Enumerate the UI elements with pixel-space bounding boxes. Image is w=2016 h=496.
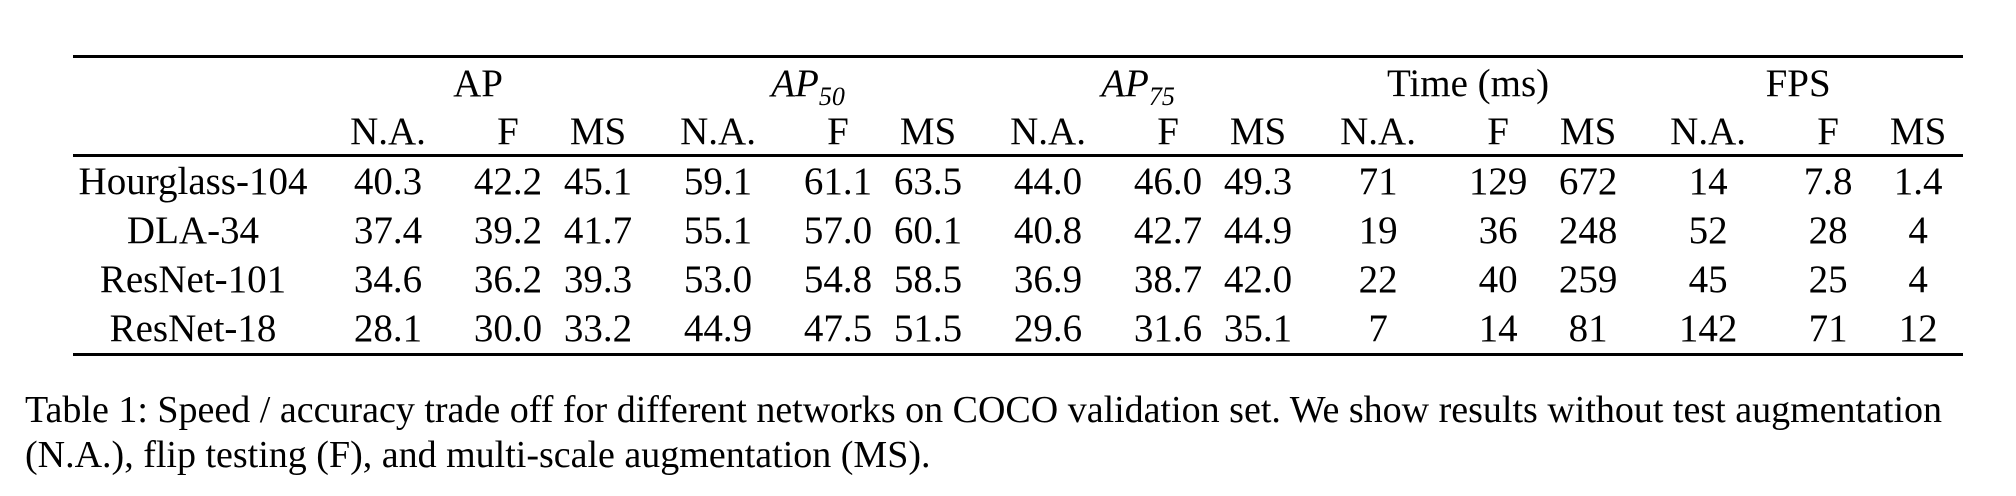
subheader-f: F	[793, 108, 884, 157]
column-group-header-row: AP AP50 AP75 Time (ms) FPS	[73, 57, 1963, 111]
col-group-time: Time (ms)	[1386, 61, 1550, 105]
row-label: DLA-34	[126, 209, 260, 252]
caption-line: (N.A.), flip testing (F), and multi-scal…	[25, 434, 931, 476]
value-cell: 248	[1558, 209, 1618, 252]
table-row-hourglass-104: Hourglass-104 40.3 42.2 45.1 59.1 61.1 6…	[73, 156, 1963, 207]
value-cell: 7.8	[1803, 160, 1853, 203]
subheader-f: F	[1453, 108, 1544, 157]
value-cell: 14	[1688, 160, 1728, 203]
value-cell: 44.9	[683, 307, 753, 350]
value-cell: 1.4	[1893, 160, 1943, 203]
value-cell: 59.1	[683, 160, 753, 203]
value-cell: 37.4	[353, 209, 423, 252]
subheader-na: N.A.	[643, 108, 794, 157]
value-cell: 38.7	[1133, 258, 1203, 301]
value-cell: 45.1	[563, 160, 633, 203]
value-cell: 33.2	[563, 307, 633, 350]
value-cell: 47.5	[803, 307, 873, 350]
value-cell: 57.0	[803, 209, 873, 252]
subheader-na: N.A.	[1303, 108, 1454, 157]
value-cell: 71	[1358, 160, 1398, 203]
value-cell: 39.3	[563, 258, 633, 301]
value-cell: 42.7	[1133, 209, 1203, 252]
value-cell: 40.8	[1013, 209, 1083, 252]
value-cell: 61.1	[803, 160, 873, 203]
table-row-resnet-101: ResNet-101 34.6 36.2 39.3 53.0 54.8 58.5…	[73, 255, 1963, 304]
subheader-na: N.A.	[973, 108, 1124, 157]
subheader-ms: MS	[1873, 108, 1964, 157]
value-cell: 71	[1808, 307, 1848, 350]
value-cell: 28.1	[353, 307, 423, 350]
caption-line: Table 1: Speed / accuracy trade off for …	[25, 389, 1943, 431]
value-cell: 7	[1368, 307, 1388, 350]
value-cell: 44.0	[1013, 160, 1083, 203]
value-cell: 19	[1358, 209, 1398, 252]
value-cell: 29.6	[1013, 307, 1083, 350]
value-cell: 12	[1898, 307, 1938, 350]
col-group-ap75: AP75	[1101, 61, 1175, 111]
value-cell: 52	[1688, 209, 1728, 252]
table-row-resnet-18: ResNet-18 28.1 30.0 33.2 44.9 47.5 51.5 …	[73, 304, 1963, 355]
value-cell: 31.6	[1133, 307, 1203, 350]
value-cell: 35.1	[1223, 307, 1293, 350]
value-cell: 36.2	[473, 258, 543, 301]
subheader-f: F	[1783, 108, 1874, 157]
subheader-na: N.A.	[313, 108, 463, 157]
subheader-f: F	[463, 108, 553, 157]
value-cell: 63.5	[893, 160, 963, 203]
value-cell: 14	[1478, 307, 1518, 350]
value-cell: 22	[1358, 258, 1398, 301]
value-cell: 49.3	[1223, 160, 1293, 203]
value-cell: 34.6	[353, 258, 423, 301]
value-cell: 58.5	[893, 258, 963, 301]
col-group-fps: FPS	[1765, 61, 1831, 105]
table-row-dla-34: DLA-34 37.4 39.2 41.7 55.1 57.0 60.1 40.…	[73, 206, 1963, 255]
value-cell: 42.2	[473, 160, 543, 203]
value-cell: 4	[1908, 258, 1928, 301]
value-cell: 51.5	[893, 307, 963, 350]
sub-header-row: N.A. F MS N.A. F MS N.A. F MS N.A. F MS …	[73, 108, 1964, 157]
subheader-ms: MS	[1213, 108, 1304, 157]
subheader-f: F	[1123, 108, 1214, 157]
value-cell: 28	[1808, 209, 1848, 252]
value-cell: 44.9	[1223, 209, 1293, 252]
value-cell: 39.2	[473, 209, 543, 252]
value-cell: 81	[1568, 307, 1608, 350]
subheader-na: N.A.	[1633, 108, 1784, 157]
value-cell: 129	[1468, 160, 1528, 203]
value-cell: 45	[1688, 258, 1728, 301]
value-cell: 40.3	[353, 160, 423, 203]
value-cell: 40	[1478, 258, 1518, 301]
row-label: Hourglass-104	[78, 160, 308, 203]
value-cell: 42.0	[1223, 258, 1293, 301]
value-cell: 46.0	[1133, 160, 1203, 203]
value-cell: 4	[1908, 209, 1928, 252]
value-cell: 60.1	[893, 209, 963, 252]
col-group-ap50: AP50	[771, 61, 845, 111]
value-cell: 259	[1558, 258, 1618, 301]
row-label: ResNet-101	[99, 258, 287, 301]
value-cell: 36.9	[1013, 258, 1083, 301]
subheader-ms: MS	[1543, 108, 1634, 157]
table-caption: Table 1: Speed / accuracy trade off for …	[25, 388, 1942, 478]
corner-cell	[73, 108, 313, 157]
col-group-ap: AP	[453, 61, 503, 105]
subheader-ms: MS	[883, 108, 974, 157]
value-cell: 25	[1808, 258, 1848, 301]
value-cell: 55.1	[683, 209, 753, 252]
value-cell: 53.0	[683, 258, 753, 301]
value-cell: 30.0	[473, 307, 543, 350]
value-cell: 672	[1558, 160, 1618, 203]
corner-cell	[73, 57, 313, 109]
value-cell: 54.8	[803, 258, 873, 301]
row-label: ResNet-18	[109, 307, 277, 350]
value-cell: 36	[1478, 209, 1518, 252]
value-cell: 142	[1678, 307, 1738, 350]
results-table: AP AP50 AP75 Time (ms) FPS N.A. F MS N.A…	[73, 55, 1964, 356]
value-cell: 41.7	[563, 209, 633, 252]
subheader-ms: MS	[553, 108, 644, 157]
